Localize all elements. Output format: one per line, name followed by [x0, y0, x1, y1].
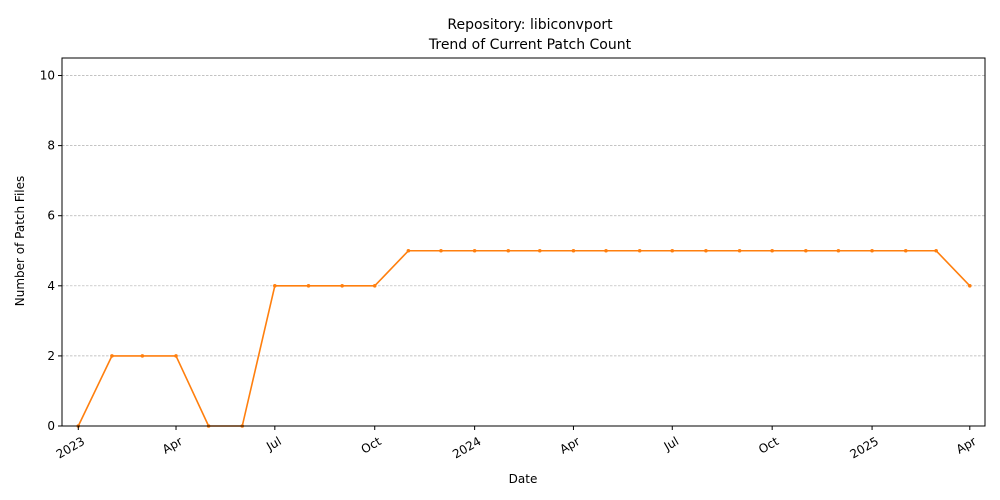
data-point [406, 248, 411, 253]
data-point [571, 248, 576, 253]
data-point [770, 248, 774, 253]
y-tick-label: 6 [47, 209, 55, 223]
data-point [737, 248, 742, 253]
chart-title: Repository: libiconvport Trend of Curren… [428, 17, 632, 53]
data-point [804, 248, 808, 253]
data-point [870, 248, 874, 253]
data-point [273, 284, 277, 288]
data-point [174, 354, 178, 358]
data-point [967, 284, 972, 288]
data-point [604, 248, 608, 253]
data-point [836, 248, 841, 253]
x-tick-label: 2023 [54, 434, 87, 461]
data-point [340, 284, 344, 288]
y-axis-label: Number of Patch Files [13, 176, 27, 307]
data-point [903, 248, 908, 253]
data-point [306, 284, 311, 288]
y-gridlines [62, 75, 985, 357]
data-point [140, 354, 145, 358]
data-point [372, 284, 377, 288]
y-tick-label: 10 [40, 69, 55, 83]
data-point [506, 248, 511, 253]
x-tick-label: Oct [359, 434, 384, 457]
y-tick-label: 0 [47, 419, 55, 433]
data-point [934, 248, 938, 253]
series-line [77, 249, 971, 427]
x-tick-label: Jul [263, 434, 283, 454]
data-point [110, 354, 114, 358]
x-axis-label: Date [509, 472, 538, 486]
data-point [472, 248, 477, 253]
series-layer [76, 248, 972, 428]
chart-title-line-2: Trend of Current Patch Count [428, 37, 632, 53]
data-point [670, 248, 675, 253]
x-tick-label: Jul [661, 434, 681, 454]
y-tick-label: 8 [47, 139, 55, 153]
x-tick-label: 2024 [450, 434, 483, 461]
plot-frame [61, 57, 986, 427]
y-tick-label: 2 [47, 349, 55, 363]
data-point [439, 248, 443, 253]
x-tick-label: Apr [954, 434, 979, 457]
y-tick-label: 4 [47, 279, 55, 293]
data-point [637, 248, 642, 253]
x-axis: 2023 Apr Jul Oct 2024 Apr Jul Oct 2025 Apr [54, 426, 979, 461]
data-point [537, 248, 542, 253]
x-tick-label: Apr [160, 434, 185, 457]
x-tick-label: Oct [756, 434, 781, 457]
chart-title-line-1: Repository: libiconvport [447, 17, 613, 33]
data-point [704, 248, 708, 253]
x-tick-label: 2025 [848, 434, 881, 461]
y-axis: 0 2 4 6 8 10 [40, 69, 62, 433]
x-tick-label: Apr [557, 434, 582, 457]
